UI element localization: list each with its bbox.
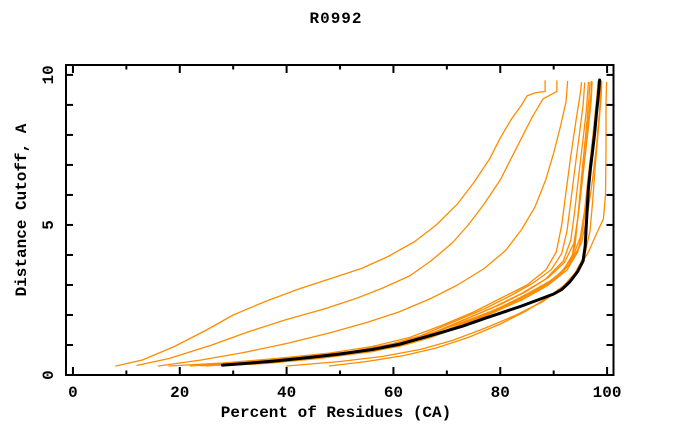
y-tick-label: 0 bbox=[40, 370, 58, 380]
y-tick-label: 5 bbox=[40, 220, 58, 230]
x-axis-label: Percent of Residues (CA) bbox=[220, 404, 452, 422]
curve-model-11 bbox=[264, 80, 602, 365]
y-tick-label: 10 bbox=[40, 65, 58, 84]
curve-model-12 bbox=[168, 82, 583, 367]
x-tick-label: 40 bbox=[277, 384, 296, 402]
curve-model-04 bbox=[189, 82, 586, 367]
x-tick-label: 20 bbox=[170, 384, 189, 402]
curve-model-10 bbox=[253, 80, 600, 365]
curve-model-06 bbox=[216, 80, 593, 367]
x-tick-label: 100 bbox=[593, 384, 622, 402]
curve-model-08 bbox=[237, 81, 593, 366]
curve-model-02 bbox=[136, 80, 558, 367]
plot-title: R0992 bbox=[309, 10, 363, 28]
x-tick-label: 0 bbox=[68, 384, 78, 402]
curve-model-13 bbox=[285, 81, 603, 367]
curve-model-03 bbox=[157, 80, 569, 367]
curve-model-09 bbox=[248, 80, 600, 366]
curve-model-05 bbox=[205, 81, 591, 367]
y-axis-label: Distance Cutoff, A bbox=[13, 123, 31, 297]
curve-model-15 bbox=[200, 81, 590, 367]
plot-border bbox=[65, 64, 615, 376]
x-tick-label: 80 bbox=[491, 384, 510, 402]
curve-model-07 bbox=[232, 80, 599, 366]
x-tick-label: 60 bbox=[384, 384, 403, 402]
curve-highlighted-model bbox=[221, 78, 602, 367]
curve-model-01 bbox=[115, 80, 546, 367]
